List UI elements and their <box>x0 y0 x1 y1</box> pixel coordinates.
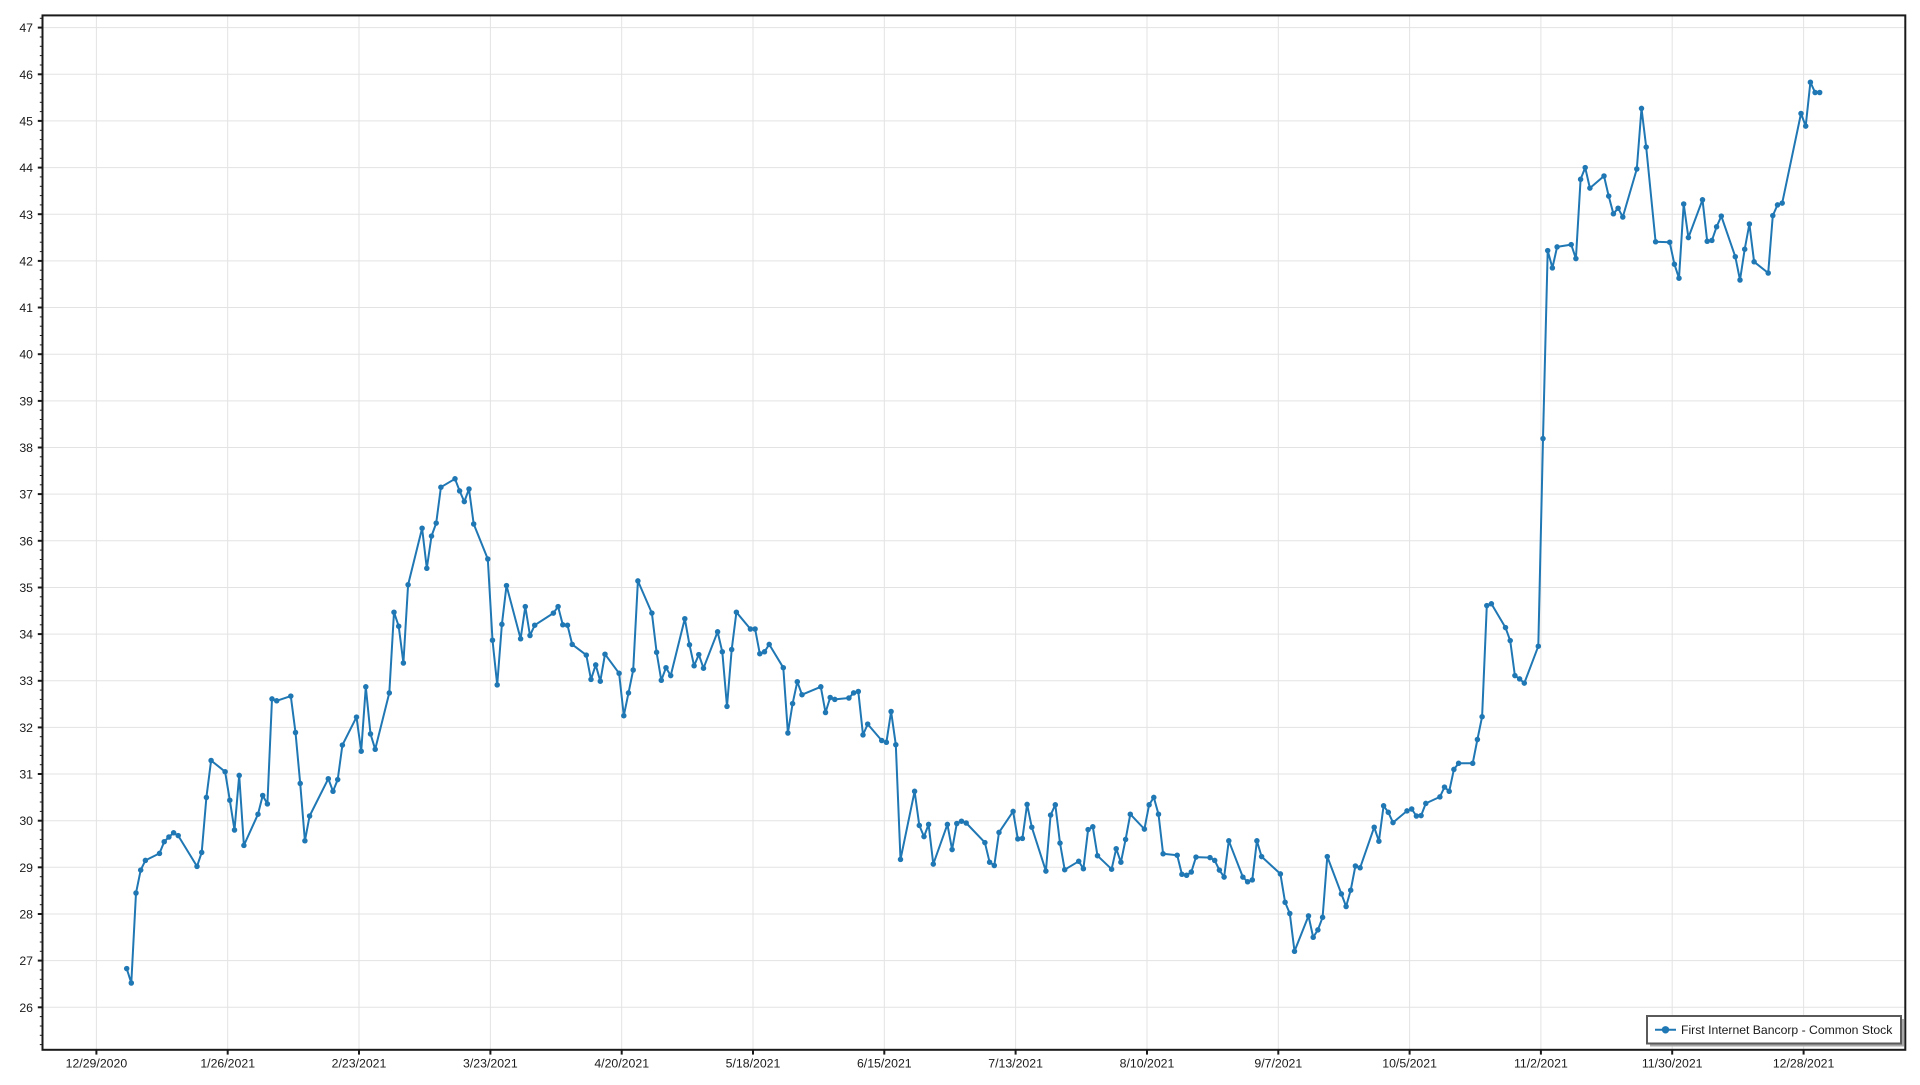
svg-text:First Internet Bancorp - Commo: First Internet Bancorp - Common Stock <box>1681 1023 1893 1037</box>
svg-text:11/2/2021: 11/2/2021 <box>1514 1057 1568 1071</box>
svg-text:45: 45 <box>19 114 33 128</box>
svg-text:36: 36 <box>19 534 33 548</box>
svg-text:46: 46 <box>19 68 33 82</box>
svg-text:28: 28 <box>19 908 33 922</box>
svg-text:9/7/2021: 9/7/2021 <box>1254 1057 1302 1071</box>
svg-text:39: 39 <box>19 394 33 408</box>
svg-text:37: 37 <box>19 488 33 502</box>
svg-text:32: 32 <box>19 721 33 735</box>
svg-text:4/20/2021: 4/20/2021 <box>594 1057 649 1071</box>
svg-text:5/18/2021: 5/18/2021 <box>726 1057 781 1071</box>
svg-text:43: 43 <box>19 208 33 222</box>
svg-text:26: 26 <box>19 1001 33 1015</box>
svg-text:10/5/2021: 10/5/2021 <box>1382 1057 1437 1071</box>
svg-text:34: 34 <box>19 628 33 642</box>
svg-text:41: 41 <box>19 301 33 315</box>
svg-text:3/23/2021: 3/23/2021 <box>463 1057 518 1071</box>
svg-text:38: 38 <box>19 441 33 455</box>
svg-text:27: 27 <box>19 954 33 968</box>
svg-text:6/15/2021: 6/15/2021 <box>857 1057 912 1071</box>
svg-text:1/26/2021: 1/26/2021 <box>200 1057 255 1071</box>
svg-text:31: 31 <box>19 768 33 782</box>
svg-text:7/13/2021: 7/13/2021 <box>988 1057 1043 1071</box>
svg-text:12/28/2021: 12/28/2021 <box>1773 1057 1835 1071</box>
svg-text:30: 30 <box>19 814 33 828</box>
svg-text:44: 44 <box>19 161 33 175</box>
svg-text:11/30/2021: 11/30/2021 <box>1642 1057 1703 1071</box>
svg-text:42: 42 <box>19 254 33 268</box>
svg-text:47: 47 <box>19 21 33 35</box>
svg-text:35: 35 <box>19 581 33 595</box>
svg-text:8/10/2021: 8/10/2021 <box>1120 1057 1175 1071</box>
svg-text:29: 29 <box>19 861 33 875</box>
svg-text:33: 33 <box>19 674 33 688</box>
svg-text:12/29/2020: 12/29/2020 <box>66 1057 128 1071</box>
svg-text:2/23/2021: 2/23/2021 <box>332 1057 387 1071</box>
svg-text:40: 40 <box>19 348 33 362</box>
